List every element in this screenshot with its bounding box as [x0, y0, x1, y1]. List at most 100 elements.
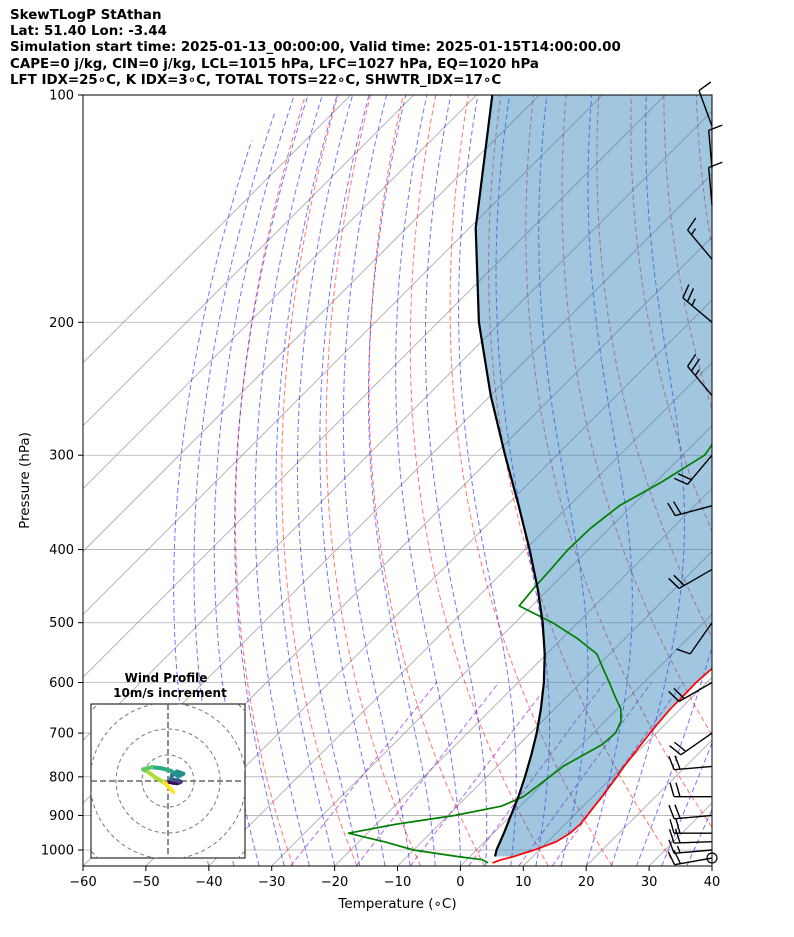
barb-staff: [675, 505, 713, 517]
profiles: [347, 95, 712, 864]
y-axis-label: Pressure (hPa): [17, 432, 33, 529]
wind-barb: [667, 501, 713, 517]
inset-ring: [115, 728, 221, 834]
x-tick-label: −60: [69, 875, 96, 890]
moist-adiabat: [585, 95, 633, 866]
wind-barb: [669, 818, 712, 834]
wind-barb: [682, 284, 713, 323]
barb-staff: [687, 365, 713, 396]
axes: −60 −50 −40 −30 −20 −10 0 10 20 30 40 1000 900 800 700…: [17, 89, 720, 913]
moist-adiabat: [173, 140, 253, 866]
header-line-5: LFT IDX=25∘C, K IDX=3∘C, TOTAL TOTS=22∘C…: [10, 73, 502, 88]
dry-adiabat: [561, 95, 712, 736]
isotherm-line: [83, 95, 414, 427]
mixing-ratio-line: [290, 682, 438, 866]
barb-flag: [668, 755, 675, 770]
moist-adiabat: [686, 808, 712, 866]
barb-staff: [678, 681, 713, 703]
header-line-2: Lat: 51.40 Lon: -3.44: [10, 24, 167, 39]
x-axis-label: Temperature (∘C): [337, 896, 456, 912]
x-tick-label: −30: [258, 875, 285, 890]
barb-flag: [673, 501, 682, 515]
wind-barb: [668, 681, 713, 703]
isotherm-line: [397, 550, 712, 866]
barb-flag: [674, 804, 681, 819]
barb-flag: [708, 161, 723, 169]
barb-staff: [678, 568, 713, 590]
barb-flag: [674, 828, 681, 844]
barb-staff: [707, 167, 713, 206]
barb-flag: [698, 81, 712, 92]
x-tick-label: −20: [321, 875, 348, 890]
barb-flag: [677, 473, 692, 481]
moist-adiabat: [395, 95, 461, 866]
barb-staff: [680, 732, 713, 756]
temperature-line: [492, 667, 712, 864]
y-tick-label: 700: [49, 727, 74, 742]
y-tick-label: 1000: [41, 844, 74, 859]
dewpoint-line: [347, 443, 712, 864]
barb-staff: [687, 229, 713, 260]
moist-adiabat: [297, 95, 361, 866]
dry-adiabat: [325, 95, 422, 866]
barb-staff: [674, 765, 713, 771]
mixing-ratio-line: [518, 682, 653, 866]
barb-staff: [698, 90, 713, 127]
wind-barbs: [667, 81, 723, 866]
wind-barb: [668, 828, 713, 844]
dry-adiabat: [525, 95, 712, 828]
moist-adiabat: [319, 95, 386, 866]
moist-adiabat: [254, 95, 323, 866]
dry-adiabat: [729, 95, 794, 866]
isotherm-line: [83, 95, 666, 678]
wind-barb: [669, 732, 713, 756]
moist-adiabat: [458, 95, 517, 866]
isotherm-line: [83, 110, 712, 741]
barb-staff: [674, 849, 713, 855]
wind-barb: [686, 217, 713, 260]
y-tick-label: 900: [49, 809, 74, 824]
barb-flag: [675, 818, 681, 834]
x-tick-label: 40: [704, 875, 721, 890]
hodograph-segment: [167, 786, 176, 794]
barb-flag: [668, 828, 675, 844]
y-tick-label: 200: [49, 316, 74, 331]
barb-half-flag: [690, 228, 697, 236]
x-tick-label: 20: [578, 875, 595, 890]
isotherm-line: [711, 865, 712, 866]
x-tick-label: 0: [456, 875, 464, 890]
barb-flag: [686, 353, 697, 367]
barb-half-flag: [676, 845, 681, 854]
barb-staff: [689, 622, 713, 655]
barb-flag: [668, 577, 680, 589]
barb-flag: [673, 574, 685, 586]
barb-flag: [690, 358, 701, 372]
dry-adiabat: [762, 95, 794, 866]
inset-subtitle: 10m/s increment: [113, 686, 227, 700]
mixing-ratio-line: [355, 682, 500, 866]
header-line-3: Simulation start time: 2025-01-13_00:00:…: [10, 40, 621, 55]
dry-adiabat: [368, 95, 485, 866]
y-tick-label: 100: [49, 89, 74, 104]
moist-adiabat: [342, 95, 411, 866]
barb-flag: [668, 690, 680, 703]
moist-adiabat: [368, 95, 436, 866]
y-tick-label: 400: [49, 543, 74, 558]
isotherm-line: [775, 95, 794, 866]
wind-barb: [707, 124, 723, 169]
wind-barb: [669, 782, 712, 798]
wind-barb: [686, 353, 713, 396]
moist-adiabat: [234, 95, 309, 866]
moist-adiabat: [711, 864, 712, 866]
moist-adiabat: [636, 644, 712, 866]
dry-adiabat: [596, 95, 712, 639]
barb-flag: [686, 217, 697, 231]
barb-flag: [676, 648, 691, 655]
calm-wind-circle: [706, 852, 718, 864]
barb-staff: [687, 454, 713, 485]
wind-barb: [668, 804, 713, 820]
isotherm-line: [145, 299, 712, 866]
isotherm-line: [271, 425, 712, 866]
y-tick-label: 600: [49, 676, 74, 691]
